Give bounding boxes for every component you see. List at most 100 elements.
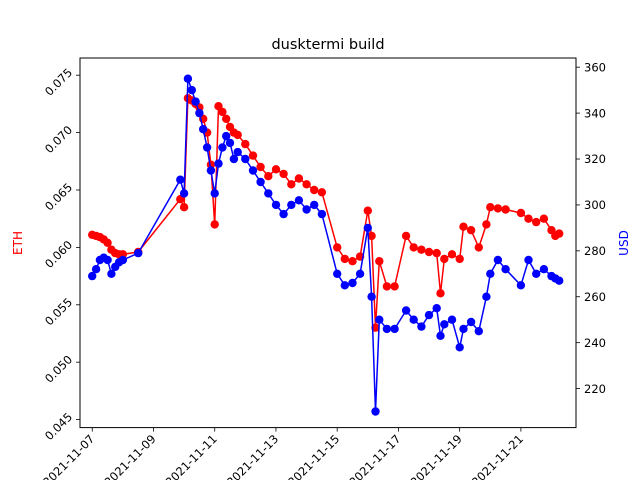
series-usd [88,74,564,416]
data-point-usd [210,189,219,198]
data-point-eth [390,282,399,291]
y-right-tick-label: 320 [584,152,606,166]
data-point-usd [363,223,372,233]
data-point-usd [191,97,200,106]
y-left-tick-label: 0.075 [42,65,75,98]
data-point-eth [424,247,434,257]
data-point-usd [88,271,97,281]
data-point-usd [555,276,564,285]
x-tick-label: 2021-11-17 [346,432,403,480]
x-tick-label: 2021-11-13 [224,432,281,480]
data-point-eth [317,188,327,197]
y-left-tick-label: 0.050 [42,352,75,385]
data-point-usd [524,255,533,265]
y-right-tick-label: 340 [584,106,606,120]
y-left-tick-label: 0.045 [42,410,75,443]
y-axis-right-label: USD [617,230,631,256]
data-point-eth [210,220,219,229]
series-layer [88,74,564,416]
data-point-eth [256,162,265,172]
data-point-usd [382,324,392,334]
data-point-usd [417,322,426,331]
data-point-usd [409,315,418,324]
y-left-tick-label: 0.070 [42,123,75,156]
data-point-usd [214,159,223,168]
data-point-eth [455,254,464,264]
data-point-usd [333,269,342,278]
plot-frame [79,57,577,429]
x-tick-label: 2021-11-11 [163,432,220,480]
y-right-tick-label: 300 [584,198,606,212]
data-point-usd [310,200,319,210]
data-point-usd [176,175,185,184]
data-point-usd [539,265,549,274]
data-point-usd [474,327,483,336]
data-point-eth [401,231,411,241]
data-point-eth [417,245,426,254]
data-point-usd [466,317,476,327]
data-point-usd [390,324,399,334]
data-point-usd [134,248,143,258]
data-point-eth [447,250,457,259]
axes-layer: 2021-11-07 2021-11-09 2021-11-11 2021-11-13… [40,60,606,480]
data-point-eth [264,172,273,181]
data-point-eth [474,243,483,252]
data-point-usd [271,200,281,210]
data-point-usd [229,154,239,164]
data-point-usd [248,166,258,175]
y-right-tick-label: 280 [584,244,606,258]
data-point-usd [241,154,250,164]
data-point-eth [206,160,216,169]
data-point-usd [179,189,189,198]
data-point-eth [302,180,311,189]
x-tick-label: 2021-11-15 [285,432,342,480]
y-left-tick-label: 0.060 [42,238,75,271]
data-point-eth [440,254,449,264]
data-point-usd [294,196,304,205]
data-point-usd [493,255,503,265]
data-point-eth [233,130,242,140]
data-point-eth [287,180,296,189]
data-point-usd [459,324,468,334]
data-point-usd [199,125,208,134]
data-point-usd [432,304,441,313]
data-point-usd [440,320,449,329]
data-point-usd [371,407,380,416]
y-left-tick-label: 0.065 [42,180,75,213]
data-point-eth [524,214,533,223]
data-point-usd [482,292,491,301]
data-point-usd [317,209,327,219]
data-point-eth [436,289,445,298]
data-point-usd [302,205,311,214]
data-point-usd [264,189,273,198]
data-point-eth [222,114,231,124]
data-point-usd [447,315,457,324]
data-point-usd [91,265,101,274]
data-point-eth [493,204,503,213]
data-point-usd [340,281,349,290]
data-point-eth [310,185,319,195]
data-point-usd [256,177,265,187]
data-point-eth [486,203,495,212]
data-point-eth [459,222,468,231]
data-point-usd [118,255,128,265]
x-tick-label: 2021-11-19 [408,432,465,480]
data-point-usd [486,269,495,278]
data-point-eth [294,174,304,183]
data-point-eth [516,208,526,218]
data-point-usd [355,269,365,278]
y-right-tick-label: 220 [584,382,606,396]
series-line-usd [91,78,560,412]
x-tick-label: 2021-11-21 [469,432,526,480]
data-point-eth [248,151,258,160]
y-right-tick-label: 360 [584,60,606,74]
data-point-usd [279,209,288,219]
data-point-usd [401,306,411,315]
y-right-tick-label: 240 [584,336,606,350]
y-left-tick-label: 0.055 [42,295,75,328]
data-point-eth [375,257,384,266]
data-point-eth [432,248,441,258]
data-point-eth [532,217,541,227]
data-point-eth [382,282,392,291]
